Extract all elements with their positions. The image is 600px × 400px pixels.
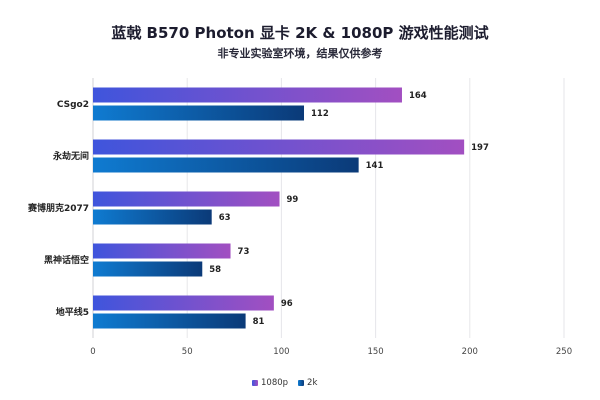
x-tick-label: 50 [182, 347, 193, 357]
legend-label-2k: 2k [307, 378, 318, 388]
bar-1080p-1 [93, 139, 465, 155]
legend-label-1080p: 1080p [261, 378, 289, 388]
x-tick-label: 200 [462, 347, 478, 357]
value-label: 58 [209, 265, 221, 275]
bar-2k-1 [93, 157, 359, 173]
grid-lines [92, 78, 565, 338]
bar-2k-4 [93, 313, 246, 329]
category-label: 赛博朋克2077 [27, 202, 89, 214]
chart-title: 蓝戟 B570 Photon 显卡 2K & 1080P 游戏性能测试 [111, 24, 489, 42]
legend: 1080p 2k [252, 378, 317, 388]
category-label: 黑神话悟空 [44, 254, 89, 266]
bar-1080p-3 [93, 243, 231, 259]
bar-2k-2 [93, 209, 212, 225]
legend-swatch-2k [298, 380, 305, 386]
bar-1080p-4 [93, 295, 274, 311]
value-label: 197 [471, 143, 489, 153]
legend-swatch-1080p [252, 380, 258, 386]
legend-item-1080p: 1080p [252, 378, 288, 388]
bar-1080p-0 [93, 87, 402, 103]
value-label: 164 [409, 91, 427, 101]
value-label: 81 [253, 317, 265, 327]
category-label: 地平线5 [56, 306, 89, 318]
bar-2k-0 [93, 105, 305, 121]
value-label: 63 [219, 213, 231, 223]
value-label: 96 [281, 299, 293, 309]
bars [93, 87, 465, 329]
chart-subtitle: 非专业实验室环境，结果仅供参考 [217, 47, 383, 60]
value-label: 99 [287, 195, 299, 205]
bar-1080p-2 [93, 191, 280, 207]
value-label: 73 [238, 247, 250, 257]
value-label: 112 [311, 109, 329, 119]
x-tick-label: 250 [556, 347, 572, 357]
x-tick-label: 100 [273, 347, 289, 357]
bar-2k-3 [93, 261, 203, 277]
x-tick-label: 150 [367, 347, 383, 357]
value-label: 141 [366, 161, 384, 171]
category-label: CSgo2 [57, 100, 89, 110]
labels: 0 50 100 150 200 250 CSgo2 164 112 永劫无间 197 141 赛博朋克… [27, 91, 572, 357]
legend-item-2k: 2k [298, 378, 317, 388]
x-tick-label: 0 [90, 347, 95, 357]
category-label: 永劫无间 [52, 150, 89, 162]
